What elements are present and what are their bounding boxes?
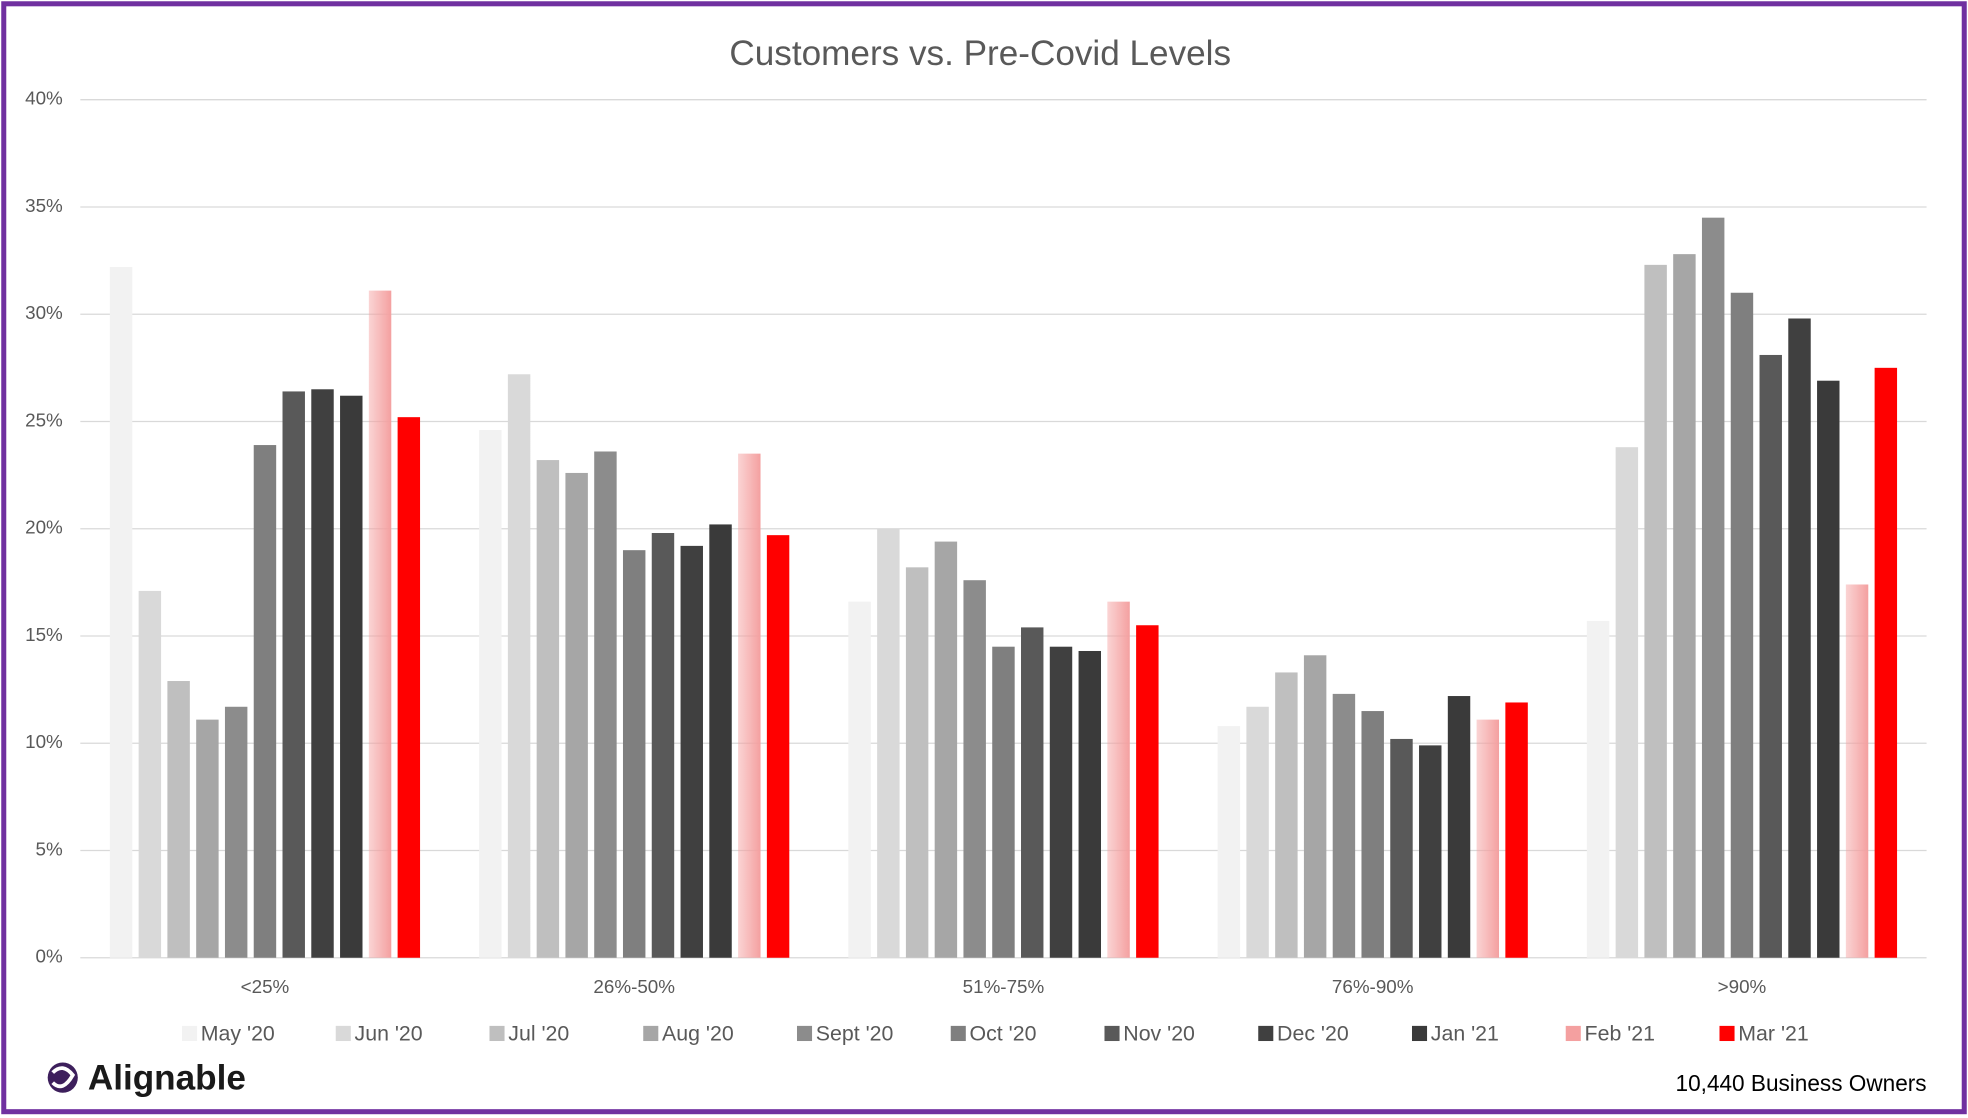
legend-label: Jun '20	[355, 1021, 423, 1045]
legend-label: Oct '20	[970, 1021, 1037, 1045]
y-tick-label: 35%	[25, 195, 63, 216]
bar	[1615, 447, 1639, 958]
bar	[109, 267, 133, 958]
bar	[1817, 380, 1840, 958]
legend-label: Nov '20	[1123, 1021, 1195, 1045]
legend-swatch	[796, 1025, 813, 1042]
bar	[1332, 693, 1356, 958]
x-tick-label: >90%	[1718, 976, 1767, 997]
legend-label: Aug '20	[662, 1021, 734, 1045]
legend-label: Jul '20	[508, 1021, 569, 1045]
legend-label: Jan '21	[1431, 1021, 1499, 1045]
y-tick-label: 10%	[25, 731, 63, 752]
bar	[565, 472, 588, 958]
bar	[1136, 625, 1159, 958]
legend-label: Mar '21	[1738, 1021, 1808, 1045]
bar	[1673, 254, 1696, 958]
bar	[311, 389, 334, 958]
bar	[877, 528, 900, 958]
bar	[992, 646, 1015, 958]
legend-swatch	[489, 1025, 505, 1042]
bar	[1476, 719, 1500, 958]
bar	[738, 453, 761, 958]
bar	[1644, 264, 1667, 958]
x-tick-label: 51%-75%	[963, 976, 1045, 997]
bar	[536, 460, 560, 958]
bar	[1759, 354, 1782, 958]
x-tick-label: 26%-50%	[593, 976, 675, 997]
bar	[934, 541, 958, 958]
bar	[1390, 738, 1413, 958]
bar	[1021, 627, 1044, 958]
bar	[397, 417, 421, 958]
legend-label: Dec '20	[1277, 1021, 1349, 1045]
bar	[340, 395, 363, 958]
bar	[224, 706, 248, 958]
legend-swatch	[1258, 1025, 1274, 1042]
bar	[167, 681, 190, 958]
x-tick-label: <25%	[241, 976, 290, 997]
bar	[680, 545, 703, 958]
legend-swatch	[1411, 1025, 1428, 1042]
legend-swatch	[335, 1025, 351, 1042]
bar	[196, 719, 219, 958]
y-tick-label: 25%	[25, 409, 63, 430]
x-tick-label: 76%-90%	[1332, 976, 1414, 997]
legend-swatch	[643, 1025, 659, 1042]
bar	[1586, 620, 1610, 958]
bar	[1361, 711, 1384, 958]
legend-swatch	[1719, 1025, 1735, 1042]
bar	[766, 535, 790, 958]
bar	[507, 374, 531, 958]
bar	[1874, 367, 1898, 958]
bar	[1246, 706, 1269, 958]
bar	[1078, 650, 1102, 958]
y-tick-label: 5%	[36, 838, 63, 859]
legend-swatch	[1104, 1025, 1120, 1042]
bar	[1788, 318, 1811, 958]
bar	[651, 533, 675, 958]
bar	[848, 601, 871, 958]
legend-label: Sept '20	[816, 1021, 894, 1045]
bar	[1845, 584, 1869, 958]
bar	[709, 524, 732, 958]
bar	[1275, 672, 1298, 958]
bar	[622, 550, 646, 958]
legend-swatch	[181, 1025, 198, 1042]
bar	[368, 290, 392, 958]
legend-swatch	[1565, 1025, 1581, 1042]
legend-label: May '20	[201, 1021, 275, 1045]
bar	[1217, 726, 1241, 958]
bar	[1107, 601, 1130, 958]
y-tick-label: 20%	[25, 517, 63, 538]
legend-swatch	[950, 1025, 966, 1042]
bar	[963, 580, 986, 958]
bar	[138, 590, 162, 958]
bar	[1419, 745, 1442, 958]
y-tick-label: 0%	[36, 946, 63, 967]
bar	[594, 451, 617, 958]
bar	[905, 567, 929, 958]
bar	[479, 430, 502, 958]
note: 10,440 Business Owners	[1676, 1070, 1927, 1096]
y-tick-label: 15%	[25, 624, 63, 645]
bar	[1447, 696, 1471, 958]
y-tick-label: 30%	[25, 302, 63, 323]
logo: Alignable	[88, 1058, 246, 1097]
chart-title: Customers vs. Pre-Covid Levels	[729, 34, 1231, 73]
bar	[1049, 646, 1073, 958]
bar	[1730, 292, 1754, 958]
bar	[253, 445, 277, 958]
bar	[1701, 217, 1725, 958]
bar	[282, 391, 305, 958]
bar	[1505, 702, 1528, 958]
legend-label: Feb '21	[1585, 1021, 1655, 1045]
bar	[1303, 655, 1327, 958]
logo-icon	[47, 1062, 78, 1093]
y-tick-label: 40%	[25, 88, 63, 109]
